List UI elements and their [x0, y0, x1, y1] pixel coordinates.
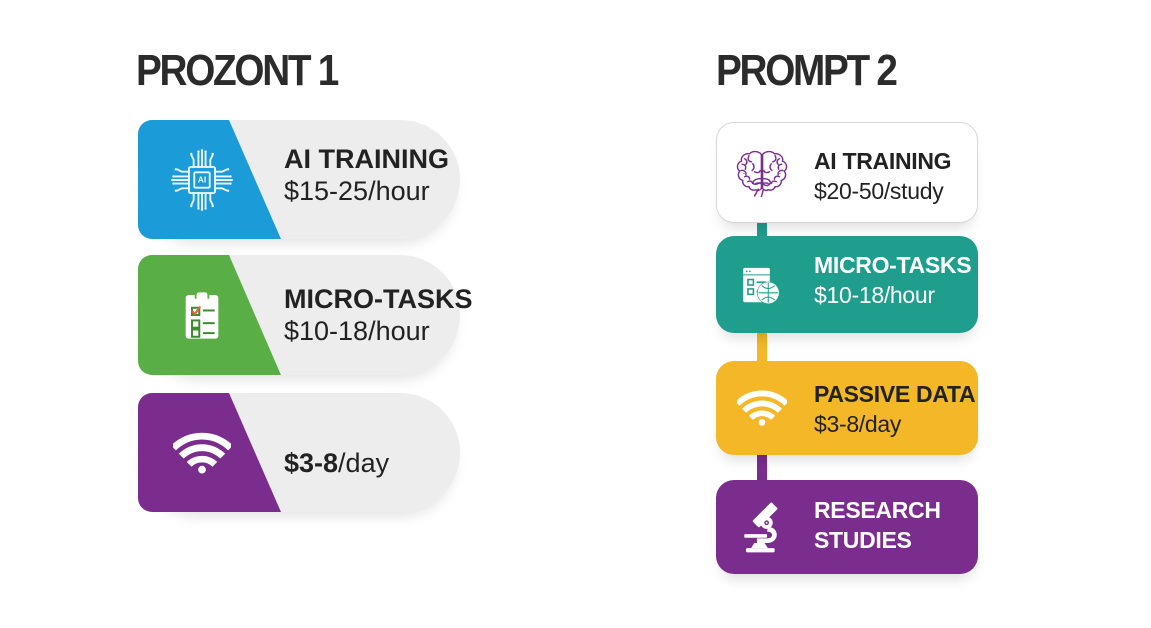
svg-text:AI: AI [198, 174, 207, 184]
